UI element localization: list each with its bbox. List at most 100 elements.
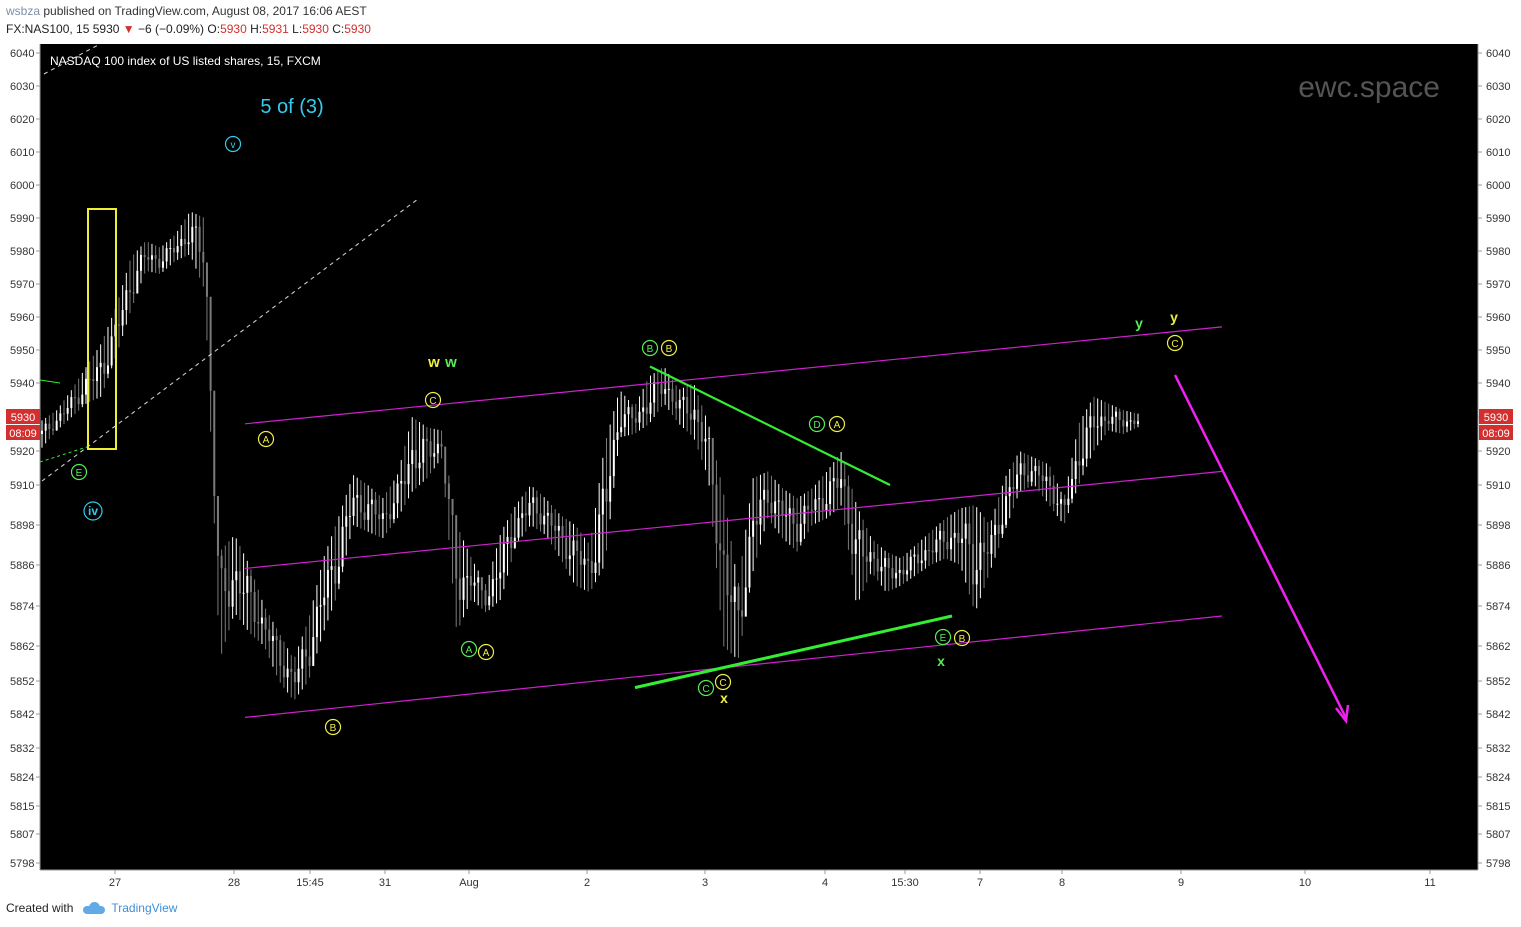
candle-body xyxy=(733,586,736,602)
candle-body xyxy=(1005,496,1008,525)
candle-body xyxy=(62,413,65,415)
candle-body xyxy=(1122,420,1125,427)
channel-upper-line[interactable] xyxy=(244,326,1223,425)
plot-area[interactable] xyxy=(40,44,1478,870)
channel-middle-line[interactable] xyxy=(244,470,1223,570)
candle-body xyxy=(836,478,839,488)
candle-body xyxy=(748,536,751,588)
candle-body xyxy=(183,238,186,245)
dashed-trend-line-top[interactable] xyxy=(43,43,101,75)
candle-body xyxy=(950,537,953,550)
right-price-tick-label: 5898 xyxy=(1486,520,1510,532)
candle-body xyxy=(535,497,538,514)
published-text: published on TradingView.com, August 08,… xyxy=(43,4,367,18)
candle-body xyxy=(579,550,582,565)
candle-body xyxy=(326,569,329,598)
yellow-box[interactable] xyxy=(87,208,117,450)
time-tick-label: 15:30 xyxy=(891,877,919,889)
left-last-price-bg xyxy=(6,409,40,424)
created-with-text: Created with xyxy=(6,901,74,915)
candle-body xyxy=(180,238,183,247)
wave-circle-icon xyxy=(641,339,659,357)
candle-body xyxy=(422,438,425,463)
candle-body xyxy=(378,514,381,520)
wave-label-text: w xyxy=(444,354,457,371)
candle-body xyxy=(81,394,84,405)
candle-body xyxy=(715,484,718,544)
candle-body xyxy=(814,499,817,511)
wave-label-text: E xyxy=(76,468,83,479)
wave-label-text: B xyxy=(647,344,654,355)
candle-body xyxy=(1071,479,1074,499)
candle-body xyxy=(139,254,142,271)
candle-body xyxy=(726,554,729,596)
candle-body xyxy=(249,575,252,592)
right-price-tick-label: 5970 xyxy=(1486,279,1510,291)
candle-body xyxy=(917,554,920,564)
green-stub xyxy=(39,379,61,384)
green-upper-line[interactable] xyxy=(649,365,891,486)
candle-body xyxy=(854,539,857,554)
candle-body xyxy=(198,226,201,252)
wave-label-text: A xyxy=(263,435,270,446)
wave-circle-icon xyxy=(424,391,442,409)
time-tick-label: 8 xyxy=(1059,877,1065,889)
candle-body xyxy=(301,649,304,669)
wave-label-c: C xyxy=(714,673,732,691)
wave-circle-icon xyxy=(953,629,971,647)
candle-body xyxy=(246,575,249,593)
time-tick-label: 10 xyxy=(1299,877,1311,889)
candle-body xyxy=(312,637,315,666)
candle-body xyxy=(638,411,641,423)
right-price-tick-label: 5807 xyxy=(1486,829,1510,841)
close-value: 5930 xyxy=(344,22,371,36)
candle-body xyxy=(315,606,318,638)
candle-body xyxy=(92,379,95,382)
candle-body xyxy=(477,577,480,583)
candle-body xyxy=(334,566,337,584)
candle-body xyxy=(227,591,230,607)
candle-body xyxy=(88,378,91,380)
green-lower-line[interactable] xyxy=(634,614,953,690)
candle-body xyxy=(1041,475,1044,482)
candle-body xyxy=(928,550,931,552)
candle-body xyxy=(572,540,575,556)
forecast-arrow-line[interactable] xyxy=(1173,374,1348,719)
tradingview-link[interactable]: TradingView xyxy=(111,901,178,915)
left-price-tick-label: 5910 xyxy=(10,480,34,492)
low-label: L: xyxy=(292,22,303,36)
candle-body xyxy=(708,438,711,440)
candle-body xyxy=(400,481,403,484)
candle-body xyxy=(524,513,527,516)
candle-body xyxy=(601,488,604,515)
dashed-trend-line[interactable] xyxy=(41,198,419,482)
candle-body xyxy=(752,520,755,537)
candle-body xyxy=(884,558,887,567)
author-name[interactable]: wsbza xyxy=(6,4,41,18)
candle-body xyxy=(488,596,491,606)
candle-body xyxy=(623,414,626,428)
wave-label-text: w xyxy=(427,354,440,371)
candle-body xyxy=(1008,487,1011,497)
candle-body xyxy=(975,569,978,585)
wave-label-v: v xyxy=(224,135,242,153)
candle-body xyxy=(429,441,432,457)
wave-label-text: y xyxy=(1170,309,1178,325)
candle-body xyxy=(803,505,806,524)
candle-body xyxy=(649,402,652,414)
candle-body xyxy=(1001,524,1004,534)
candle-body xyxy=(271,636,274,641)
candle-body xyxy=(1023,463,1026,476)
high-value: 5931 xyxy=(262,22,289,36)
candle-body xyxy=(979,542,982,570)
candle-body xyxy=(964,523,967,539)
candle-body xyxy=(48,423,51,430)
candle-body xyxy=(700,422,703,442)
candle-body xyxy=(671,388,674,402)
candle-body xyxy=(869,552,872,562)
wave-label-e: E xyxy=(934,628,952,646)
candle-body xyxy=(598,514,601,563)
candle-body xyxy=(788,508,791,516)
wave-circle-icon xyxy=(257,430,275,448)
